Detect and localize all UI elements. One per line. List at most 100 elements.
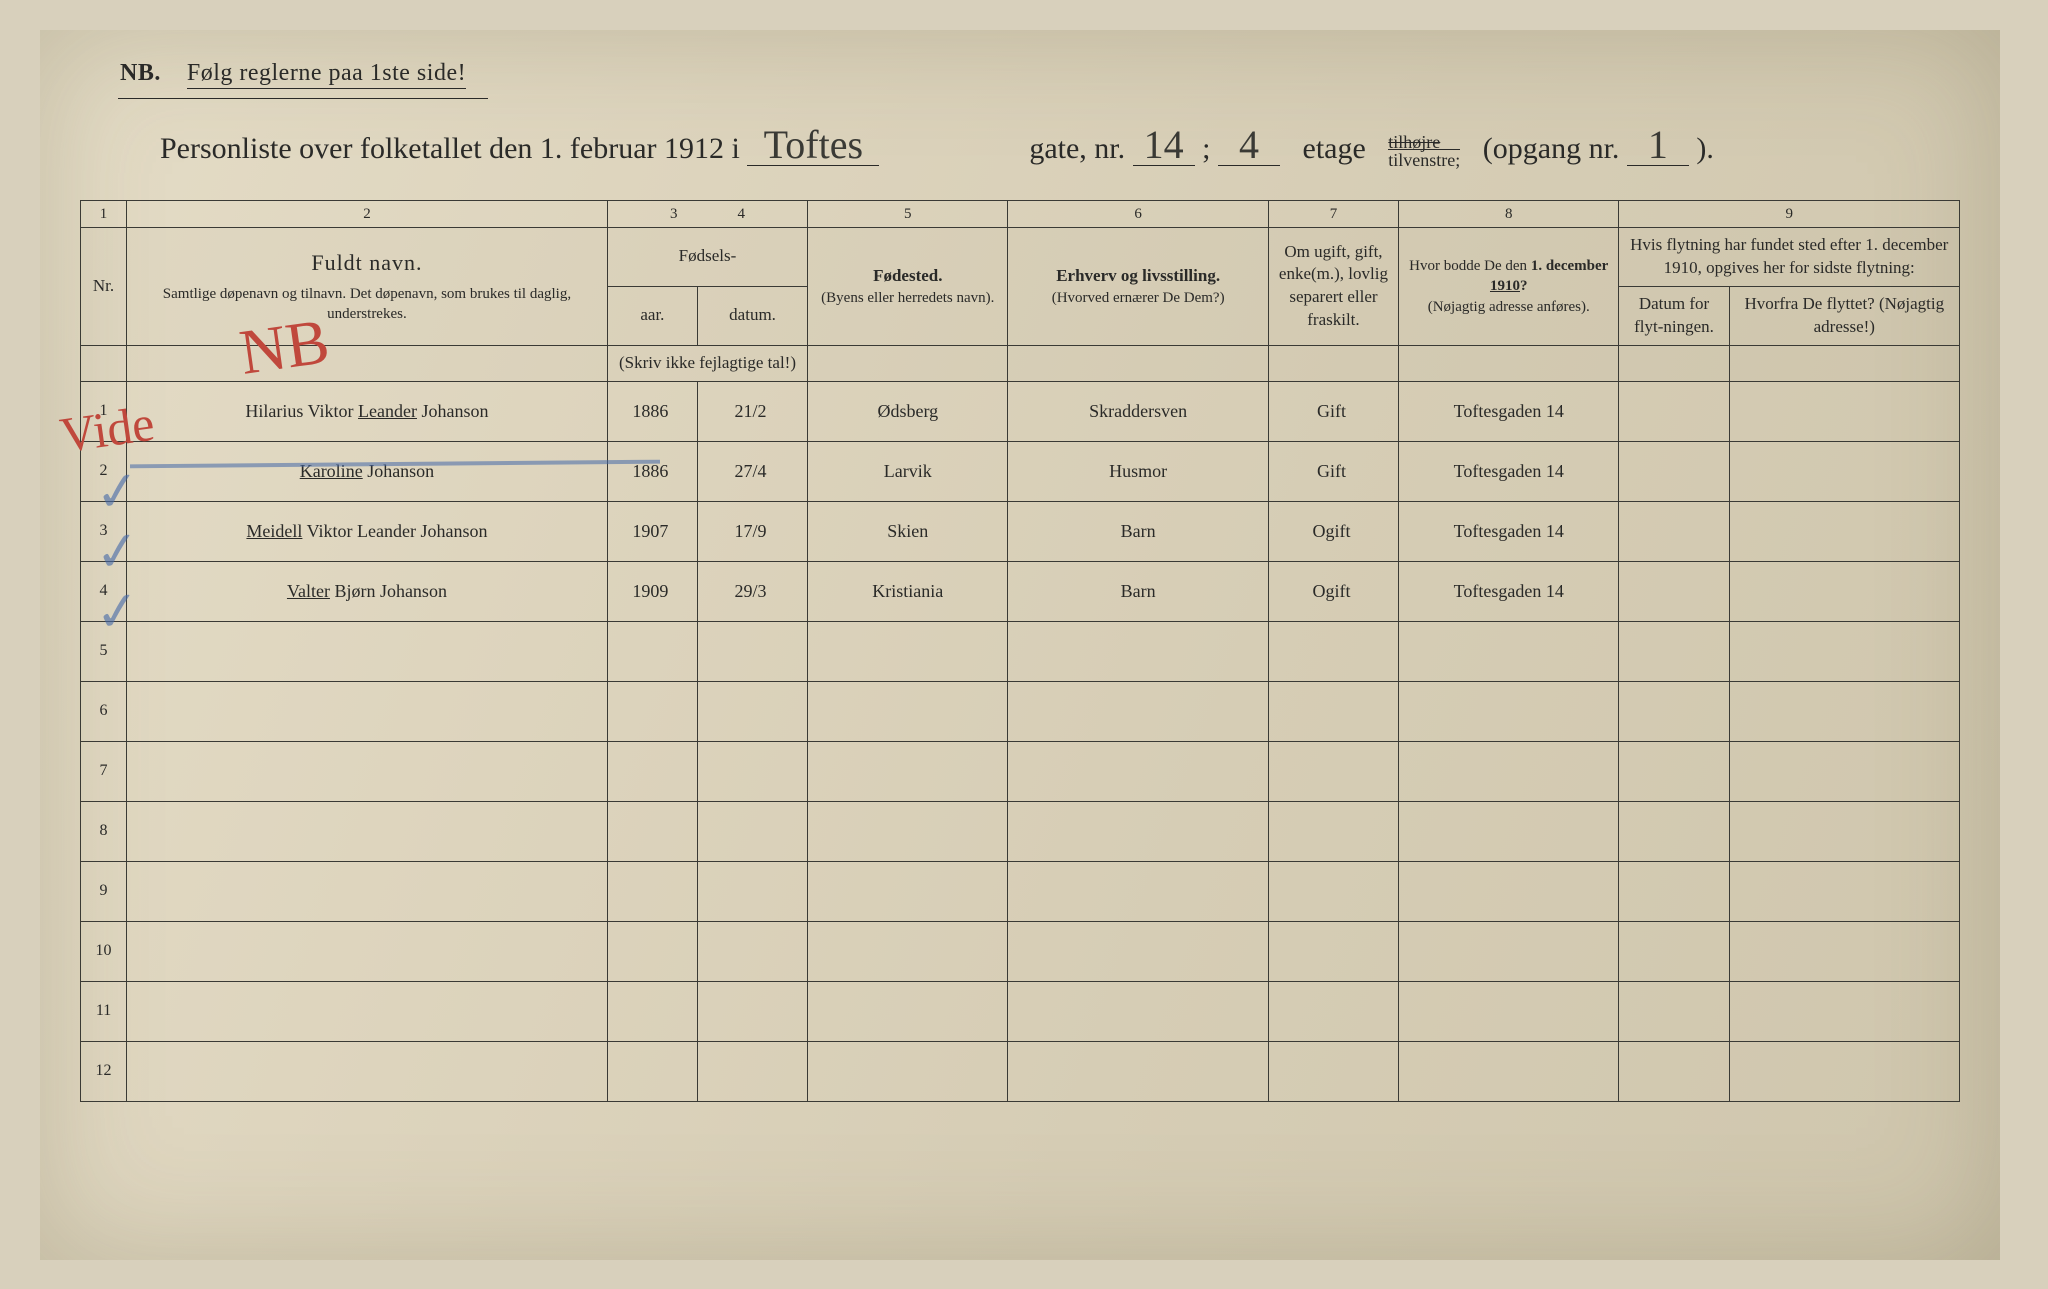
row-number: 8 — [81, 801, 127, 861]
row-number: 4 — [81, 561, 127, 621]
row-number: 3 — [81, 501, 127, 561]
cell-name: Karoline Johanson — [127, 441, 608, 501]
cell-address — [1399, 681, 1619, 741]
cell-civil — [1268, 1041, 1398, 1101]
cell-move-date — [1619, 801, 1729, 861]
cell-year — [607, 1041, 697, 1101]
table-row: 5 — [81, 621, 1960, 681]
cell-move-date — [1619, 561, 1729, 621]
cell-birthplace — [808, 681, 1008, 741]
cell-address — [1399, 981, 1619, 1041]
cell-move-from — [1729, 561, 1959, 621]
cell-year — [607, 981, 697, 1041]
cell-move-date — [1619, 861, 1729, 921]
row-number: 5 — [81, 621, 127, 681]
row-number: 6 — [81, 681, 127, 741]
census-page: NB. Følg reglerne paa 1ste side! Personl… — [40, 30, 2000, 1260]
colnum-6: 6 — [1008, 201, 1268, 228]
top-rule — [118, 98, 488, 99]
nb-label: NB. — [120, 60, 161, 86]
cell-birthplace — [808, 921, 1008, 981]
cell-civil — [1268, 801, 1398, 861]
colnum-1: 1 — [81, 201, 127, 228]
hdr-spacer-7 — [1268, 345, 1398, 381]
cell-occupation — [1008, 1041, 1268, 1101]
cell-year: 1886 — [607, 381, 697, 441]
hdr-aar: aar. — [607, 286, 697, 345]
cell-move-from — [1729, 921, 1959, 981]
row-number: 7 — [81, 741, 127, 801]
cell-birthplace: Ødsberg — [808, 381, 1008, 441]
hdr-nr: Nr. — [81, 228, 127, 346]
cell-date — [697, 801, 807, 861]
row-number: 11 — [81, 981, 127, 1041]
hdr-addr-main: Hvor bodde De den 1. december 1910? — [1405, 256, 1612, 297]
cell-occupation: Husmor — [1008, 441, 1268, 501]
cell-birthplace: Skien — [808, 501, 1008, 561]
cell-move-from — [1729, 681, 1959, 741]
table-row: 11 — [81, 981, 1960, 1041]
cell-address: Toftesgaden 14 — [1399, 441, 1619, 501]
cell-occupation — [1008, 741, 1268, 801]
cell-birthplace — [808, 801, 1008, 861]
etage-number-field: 4 — [1218, 125, 1280, 166]
cell-birthplace — [808, 741, 1008, 801]
cell-name — [127, 801, 608, 861]
cell-year: 1907 — [607, 501, 697, 561]
cell-address: Toftesgaden 14 — [1399, 381, 1619, 441]
street-name-field: Toftes — [747, 125, 879, 166]
cell-move-from — [1729, 801, 1959, 861]
cell-move-from — [1729, 741, 1959, 801]
table-row: 6 — [81, 681, 1960, 741]
hdr-aar-label: aar. — [614, 304, 691, 327]
table-row: 12 — [81, 1041, 1960, 1101]
cell-move-from — [1729, 621, 1959, 681]
hdr-move-from: Hvorfra De flyttet? (Nøjagtig adresse!) — [1729, 286, 1959, 345]
row-number: 1 — [81, 381, 127, 441]
gate-number-field: 14 — [1133, 125, 1195, 166]
follow-rules-text: Følg reglerne paa 1ste side! — [187, 60, 466, 89]
hdr-name: Fuldt navn. Samtlige døpenavn og tilnavn… — [127, 228, 608, 346]
hdr-move-date: Datum for flyt-ningen. — [1619, 286, 1729, 345]
cell-name: Valter Bjørn Johanson — [127, 561, 608, 621]
hdr-erhverv-sub: (Hvorved ernærer De Dem?) — [1014, 288, 1261, 308]
census-table: 1 2 3 4 5 6 7 8 9 Nr. Fuldt navn. Samtli… — [80, 200, 1960, 1102]
hdr-fodsels: Fødsels- — [607, 228, 807, 287]
cell-occupation — [1008, 801, 1268, 861]
cell-move-from — [1729, 501, 1959, 561]
cell-civil: Gift — [1268, 381, 1398, 441]
cell-birthplace — [808, 981, 1008, 1041]
semicolon: ; — [1202, 132, 1210, 165]
cell-birthplace — [808, 621, 1008, 681]
cell-move-from — [1729, 861, 1959, 921]
cell-civil: Gift — [1268, 441, 1398, 501]
cell-occupation: Barn — [1008, 561, 1268, 621]
title-prefix: Personliste over folketallet den 1. febr… — [160, 132, 740, 165]
cell-date: 17/9 — [697, 501, 807, 561]
cell-move-date — [1619, 381, 1729, 441]
row-number: 10 — [81, 921, 127, 981]
hdr-spacer-8 — [1399, 345, 1619, 381]
cell-move-from — [1729, 441, 1959, 501]
colnum-5: 5 — [808, 201, 1008, 228]
cell-name — [127, 1041, 608, 1101]
cell-address — [1399, 741, 1619, 801]
colnum-8: 8 — [1399, 201, 1619, 228]
tilvenstre-label: tilvenstre; — [1388, 149, 1460, 170]
table-row: 1Hilarius Viktor Leander Johanson188621/… — [81, 381, 1960, 441]
cell-year: 1886 — [607, 441, 697, 501]
hdr-fodested-main: Fødested. — [814, 265, 1001, 288]
cell-date: 27/4 — [697, 441, 807, 501]
cell-occupation — [1008, 621, 1268, 681]
row-number: 9 — [81, 861, 127, 921]
cell-date — [697, 861, 807, 921]
hdr-erhverv: Erhverv og livsstilling. (Hvorved ernære… — [1008, 228, 1268, 346]
cell-birthplace — [808, 1041, 1008, 1101]
cell-move-date — [1619, 921, 1729, 981]
hdr-civil: Om ugift, gift, enke(m.), lovlig separer… — [1268, 228, 1398, 346]
hdr-spacer-6 — [1008, 345, 1268, 381]
cell-year: 1909 — [607, 561, 697, 621]
row-number: 2 — [81, 441, 127, 501]
colnum-7: 7 — [1268, 201, 1398, 228]
cell-name: Hilarius Viktor Leander Johanson — [127, 381, 608, 441]
